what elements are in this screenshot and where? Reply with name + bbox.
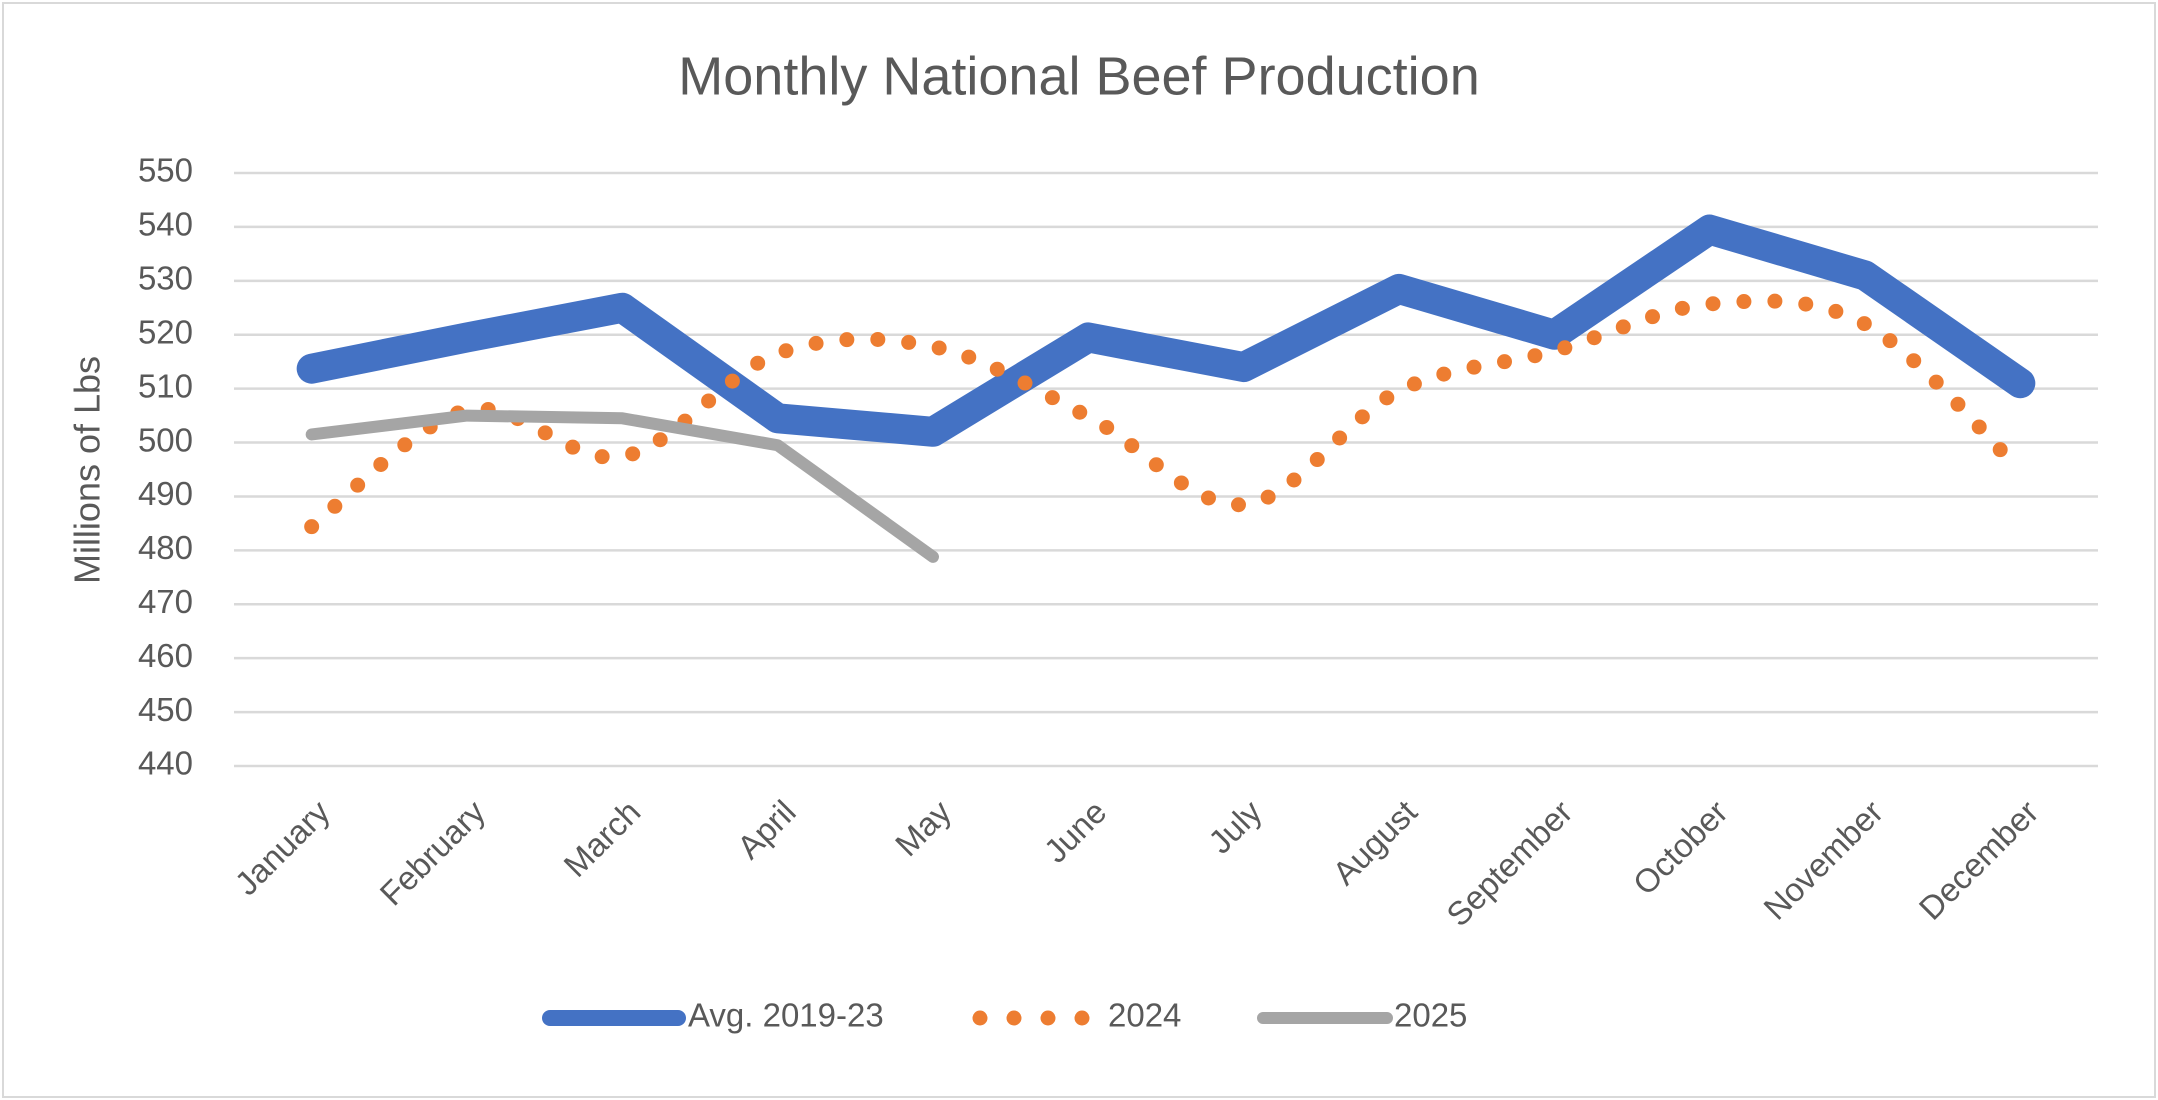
y-tick-label: 480 — [138, 529, 193, 566]
chart-title: Monthly National Beef Production — [678, 46, 1479, 106]
y-tick-label: 550 — [138, 152, 193, 189]
y-tick-label: 520 — [138, 313, 193, 350]
y-tick-label: 440 — [138, 745, 193, 782]
y-tick-label: 530 — [138, 260, 193, 297]
y-tick-label: 510 — [138, 367, 193, 404]
y-tick-label: 460 — [138, 637, 193, 674]
y-tick-label: 540 — [138, 206, 193, 243]
y-tick-label: 500 — [138, 421, 193, 458]
y-tick-label: 470 — [138, 583, 193, 620]
y-axis-label: Millions of Lbs — [67, 356, 108, 584]
series-line — [305, 409, 939, 563]
legend-label: 2024 — [1108, 997, 1181, 1034]
legend-label: Avg. 2019-23 — [688, 997, 884, 1034]
y-tick-label: 490 — [138, 475, 193, 512]
legend-label: 2025 — [1394, 997, 1467, 1034]
series-line — [296, 214, 2036, 447]
series-line — [304, 293, 2028, 535]
y-tick-label: 450 — [138, 691, 193, 728]
